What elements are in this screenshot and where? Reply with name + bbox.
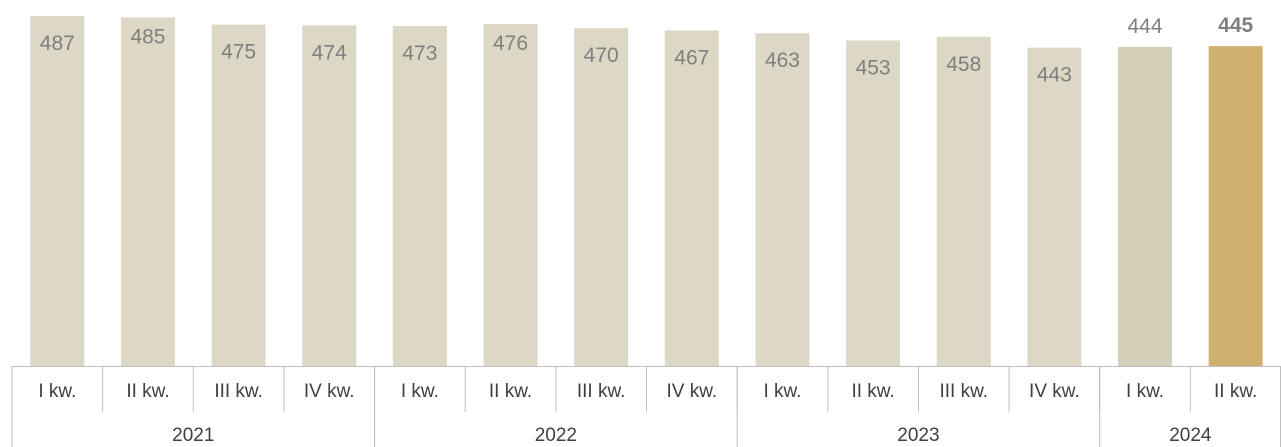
x-tick-label-14: II kw. bbox=[1214, 381, 1257, 402]
data-label-13: 444 bbox=[1128, 15, 1163, 38]
data-label-1: 487 bbox=[40, 32, 75, 55]
data-label-14: 445 bbox=[1218, 14, 1253, 37]
bar-1 bbox=[30, 16, 85, 366]
x-tick-label-13: I kw. bbox=[1126, 381, 1164, 402]
data-label-12: 443 bbox=[1037, 64, 1072, 87]
data-label-10: 453 bbox=[856, 56, 891, 79]
data-label-2: 485 bbox=[130, 25, 165, 48]
year-label-2021: 2021 bbox=[172, 425, 214, 446]
year-label-2022: 2022 bbox=[535, 425, 577, 446]
year-label-2024: 2024 bbox=[1169, 425, 1212, 446]
bar-2 bbox=[120, 17, 175, 366]
data-label-11: 458 bbox=[946, 53, 981, 76]
bar-3 bbox=[211, 24, 266, 366]
x-tick-label-8: IV kw. bbox=[666, 381, 717, 402]
bar-7 bbox=[574, 28, 629, 367]
bar-4 bbox=[302, 25, 357, 366]
data-label-7: 470 bbox=[584, 44, 619, 67]
data-label-5: 473 bbox=[402, 42, 437, 65]
x-tick-label-4: IV kw. bbox=[304, 381, 355, 402]
data-label-8: 467 bbox=[674, 46, 709, 69]
x-tick-label-9: I kw. bbox=[763, 381, 801, 402]
x-tick-label-10: II kw. bbox=[851, 381, 894, 402]
bar-13 bbox=[1118, 46, 1173, 366]
bar-10 bbox=[846, 40, 901, 367]
year-label-2023: 2023 bbox=[897, 425, 939, 446]
x-tick-label-2: II kw. bbox=[126, 381, 169, 402]
bar-6 bbox=[483, 23, 538, 366]
data-label-3: 475 bbox=[221, 41, 256, 64]
data-label-4: 474 bbox=[312, 41, 347, 64]
x-tick-label-11: III kw. bbox=[939, 381, 988, 402]
bar-12 bbox=[1027, 47, 1082, 366]
x-tick-label-12: IV kw. bbox=[1029, 381, 1080, 402]
x-tick-label-6: II kw. bbox=[489, 381, 532, 402]
data-label-9: 463 bbox=[765, 49, 800, 72]
bar-11 bbox=[936, 36, 991, 366]
data-label-6: 476 bbox=[493, 32, 528, 55]
x-tick-label-1: I kw. bbox=[38, 381, 76, 402]
bar-8 bbox=[664, 30, 719, 366]
bar-5 bbox=[392, 26, 447, 366]
bar-9 bbox=[755, 33, 810, 366]
x-tick-label-7: III kw. bbox=[577, 381, 626, 402]
bar-14 bbox=[1208, 46, 1263, 366]
x-tick-label-5: I kw. bbox=[401, 381, 439, 402]
x-tick-label-3: III kw. bbox=[214, 381, 263, 402]
